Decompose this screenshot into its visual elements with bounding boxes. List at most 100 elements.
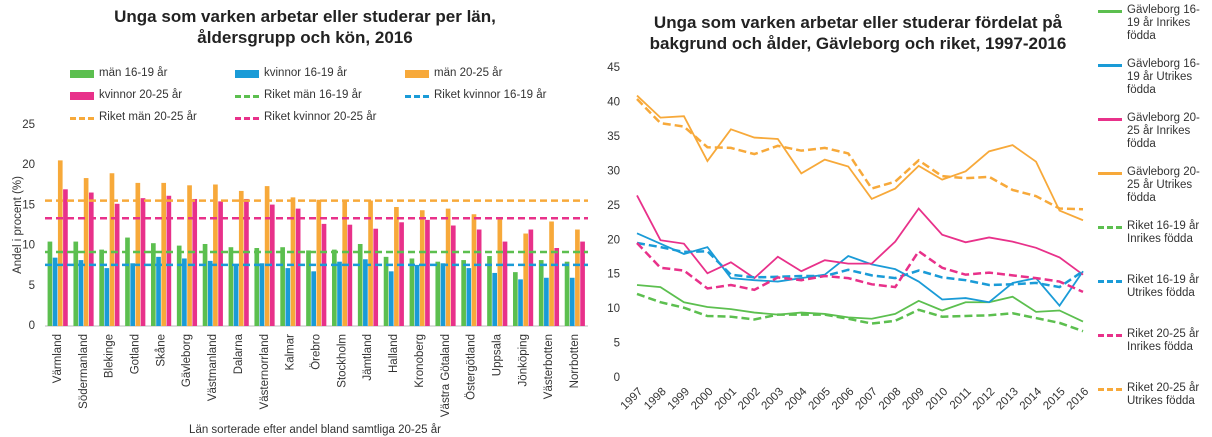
- legend-label: Riket kvinnor 16-19 år: [434, 89, 547, 101]
- x-tick-label: 2006: [830, 386, 857, 413]
- legend-item: kvinnor 20-25 år: [70, 89, 182, 102]
- bar: [342, 200, 348, 326]
- x-tick-label: Västmanland: [207, 334, 219, 401]
- bar: [311, 271, 316, 326]
- legend-label: Gävleborg 20-25 år Inrikes födda: [1127, 112, 1200, 150]
- line-series: [636, 241, 1084, 289]
- legend-swatch: [70, 92, 94, 100]
- chart-title: Unga som varken arbetar eller studerar p…: [114, 7, 496, 47]
- bar: [523, 233, 529, 326]
- bar: [575, 229, 580, 326]
- bar: [57, 160, 63, 326]
- legend-label: män 20-25 år: [434, 67, 503, 79]
- x-tick-label: 2011: [948, 386, 974, 412]
- legend-swatch: [1098, 10, 1122, 13]
- y-tick-label: 25: [607, 200, 620, 212]
- legend-item: Riket 16-19 år Utrikes födda: [1098, 274, 1210, 300]
- bar: [104, 268, 110, 326]
- legend-item: kvinnor 16-19 år: [235, 67, 347, 80]
- bar: [88, 192, 94, 326]
- bar: [161, 182, 167, 326]
- bar: [487, 256, 492, 326]
- bar: [99, 249, 104, 326]
- x-tick-label: 2001: [713, 386, 740, 413]
- legend-label: Riket män 16-19 år: [264, 89, 362, 101]
- x-tick-label: Örebro: [311, 334, 323, 370]
- bar: [259, 263, 265, 326]
- x-tick-label: Dalarna: [233, 333, 245, 374]
- bar: [264, 186, 270, 326]
- bar: [435, 261, 441, 326]
- bar: [502, 241, 508, 326]
- legend-item: Riket 20-25 år Utrikes födda: [1098, 382, 1210, 408]
- bar: [254, 248, 260, 326]
- legend-item: Riket män 20-25 år: [70, 111, 197, 124]
- line-series: [636, 98, 1084, 211]
- line-series: [636, 292, 1084, 333]
- legend-label: Gävleborg 16-19 år Inrikes födda: [1127, 4, 1200, 42]
- legend-label: Riket 20-25 år Inrikes födda: [1127, 328, 1200, 353]
- bar: [419, 210, 425, 326]
- legend-swatch: [405, 70, 429, 78]
- x-tick-label: 2010: [924, 386, 951, 413]
- x-tick-label: Västernorrland: [259, 334, 271, 409]
- chart-title: Unga som varken arbetar eller studerar f…: [649, 13, 1067, 53]
- legend-item: Gävleborg 20-25 år Inrikes födda: [1098, 112, 1210, 151]
- bar: [176, 245, 182, 326]
- bar: [357, 243, 363, 326]
- x-tick-label: 1997: [619, 386, 646, 413]
- bar: [130, 263, 135, 326]
- x-tick-label: 2003: [760, 386, 787, 413]
- bar: [285, 268, 291, 326]
- bar: [461, 260, 466, 326]
- x-tick-label: Jämtland: [362, 334, 374, 381]
- x-tick-label: 2000: [689, 386, 716, 413]
- legend-swatch: [1098, 334, 1122, 337]
- x-tick-label: Skåne: [155, 334, 167, 367]
- legend-label: Riket 20-25 år Utrikes födda: [1127, 382, 1200, 407]
- bar: [492, 272, 497, 326]
- legend-label: Riket kvinnor 20-25 år: [264, 111, 377, 123]
- legend-swatch: [1098, 388, 1122, 391]
- legend-swatch: [70, 117, 94, 120]
- legend-item: Riket 16-19 år Inrikes födda: [1098, 220, 1210, 246]
- legend-swatch: [1098, 64, 1122, 67]
- bar: [151, 243, 156, 326]
- legend-label: Riket 16-19 år Inrikes födda: [1127, 220, 1200, 245]
- line-series: [636, 94, 1084, 222]
- x-tick-label: 2014: [1018, 385, 1045, 412]
- bar: [450, 225, 456, 326]
- legend-swatch: [1098, 172, 1122, 175]
- legend-item: Gävleborg 16-19 år Inrikes födda: [1098, 4, 1210, 43]
- x-tick-label: Blekinge: [104, 334, 116, 378]
- y-tick-label: 35: [607, 131, 620, 143]
- bar: [125, 237, 130, 326]
- bar: [73, 241, 79, 326]
- bar: [233, 265, 239, 326]
- bar: [471, 214, 477, 326]
- bar: [280, 247, 285, 326]
- bar: [425, 219, 430, 326]
- x-tick-label: Kalmar: [285, 334, 297, 371]
- bar: [373, 228, 379, 326]
- bar: [554, 248, 560, 326]
- bar: [52, 257, 58, 326]
- x-tick-label: Gävleborg: [181, 334, 193, 387]
- bar: [290, 197, 296, 326]
- bar: [363, 259, 368, 326]
- bar: [316, 199, 322, 326]
- line-series: [636, 242, 1084, 294]
- y-tick-label: 0: [614, 372, 620, 384]
- bar: [569, 277, 575, 326]
- bar: [213, 184, 218, 326]
- legend-item: Riket kvinnor 20-25 år: [235, 111, 377, 124]
- legend-item: Gävleborg 20-25 år Utrikes födda: [1098, 166, 1210, 205]
- legend-label: Gävleborg 20-25 år Utrikes födda: [1127, 166, 1200, 204]
- bar: [528, 229, 534, 326]
- x-tick-label: 1998: [642, 386, 669, 413]
- bar: [238, 190, 244, 326]
- x-tick-label: 2008: [877, 386, 904, 413]
- bar: [295, 208, 301, 326]
- x-tick-label: 1999: [666, 386, 693, 413]
